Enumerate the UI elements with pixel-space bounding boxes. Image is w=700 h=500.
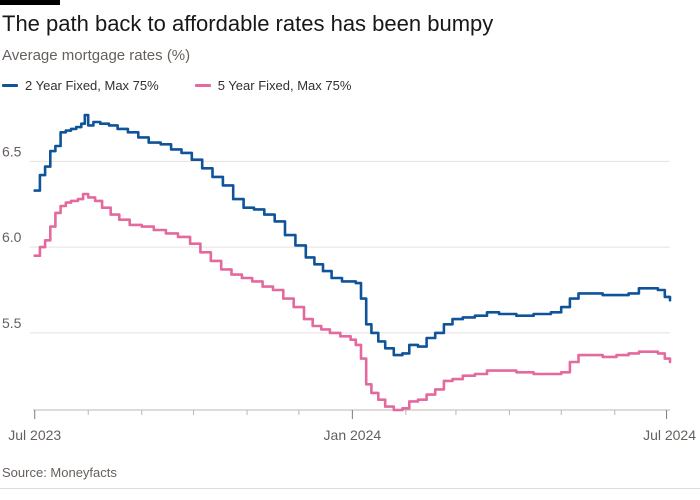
legend-swatch-2y: [2, 84, 18, 87]
y-tick-label-6.5: 6.5: [2, 143, 22, 159]
legend: 2 Year Fixed, Max 75% 5 Year Fixed, Max …: [2, 78, 387, 93]
series-line-2y: [33, 113, 672, 357]
x-tick-label-2024-01-01: Jan 2024: [324, 427, 382, 443]
legend-label-2y: 2 Year Fixed, Max 75%: [25, 78, 159, 93]
series-line-5y: [33, 192, 672, 412]
x-tick-label-2023-07-01: Jul 2023: [8, 427, 61, 443]
chart-subtitle: Average mortgage rates (%): [2, 47, 191, 64]
chart-title: The path back to affordable rates has be…: [2, 11, 494, 36]
legend-label-5y: 5 Year Fixed, Max 75%: [217, 78, 352, 93]
source-note: Source: Moneyfacts: [2, 465, 117, 480]
brand-bar: [0, 0, 60, 5]
legend-item-5y: 5 Year Fixed, Max 75%: [194, 78, 352, 93]
y-tick-label-5.5: 5.5: [2, 315, 22, 331]
x-tick-label-2024-07-01: Jul 2024: [643, 427, 696, 443]
legend-swatch-5y: [194, 84, 211, 87]
bottom-rule: [0, 488, 700, 489]
legend-item-2y: 2 Year Fixed, Max 75%: [2, 78, 159, 93]
line-chart: 5.5 6.0 6.5 Jul 2023 Jan 2024 Jul 2024: [2, 113, 696, 443]
y-tick-label-6: 6.0: [2, 229, 22, 245]
